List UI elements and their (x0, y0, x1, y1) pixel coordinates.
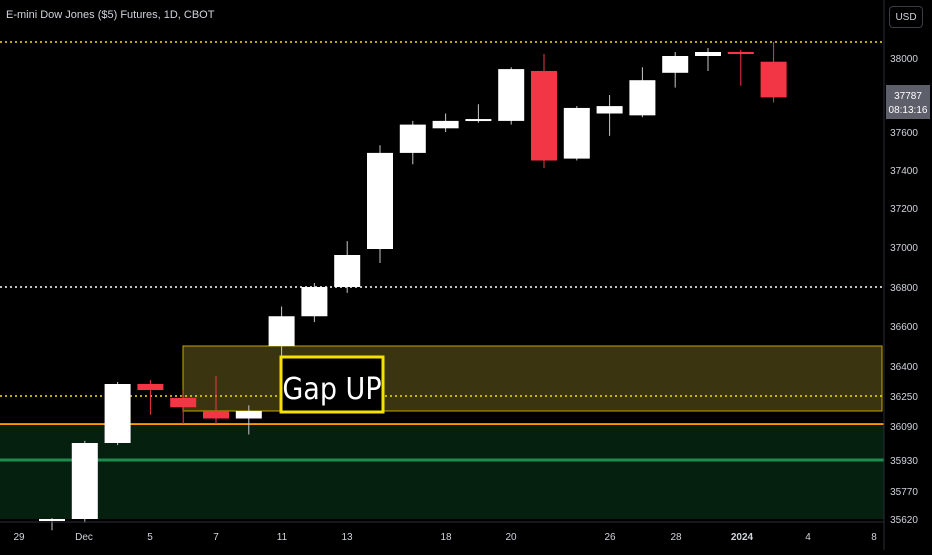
chart-title: E-mini Dow Jones ($5) Futures, 1D, CBOT (6, 9, 215, 21)
candle-body-12 (432, 120, 459, 129)
candle-15 (531, 54, 557, 169)
candle-19 (662, 52, 689, 88)
last-price-background (886, 85, 930, 119)
candle-body-14 (498, 69, 525, 121)
price-tick-37000: 37000 (890, 243, 918, 254)
time-tick-Dec: Dec (75, 532, 93, 543)
candle-22 (760, 42, 787, 103)
candle-body-2 (104, 384, 131, 443)
price-tick-36400: 36400 (890, 362, 918, 373)
candle-body-8 (301, 287, 328, 317)
candle-body-3 (137, 384, 164, 390)
candle-4 (170, 390, 197, 425)
gap-up-label: Gap UP (282, 372, 381, 407)
candle-6 (235, 405, 262, 435)
candle-12 (432, 113, 459, 132)
candle-body-15 (531, 70, 557, 161)
price-tick-36250: 36250 (890, 392, 918, 403)
time-axis[interactable]: 29 Dec 5 7 11 13 18 20 26 28 2024 4 8 (13, 532, 877, 543)
support-zone (0, 426, 884, 519)
candle-body-22 (760, 61, 787, 98)
candle-21 (727, 50, 754, 86)
time-tick-5: 5 (147, 532, 153, 543)
time-tick-8: 8 (871, 532, 877, 543)
candle-body-1 (71, 443, 98, 519)
candle-9 (334, 241, 361, 293)
candle-17 (596, 95, 623, 136)
candle-16 (563, 106, 590, 161)
candles-layer (39, 42, 787, 531)
candle-14 (498, 67, 525, 125)
candle-20 (695, 48, 721, 71)
candle-body-13 (465, 119, 492, 122)
time-tick-4: 4 (805, 532, 811, 543)
price-tick-35620: 35620 (890, 515, 918, 526)
candle-body-9 (334, 255, 361, 287)
candle-10 (367, 145, 393, 263)
time-tick-2024: 2024 (731, 532, 754, 543)
candle-body-6 (235, 411, 262, 419)
candle-body-21 (727, 52, 754, 54)
time-tick-11: 11 (277, 532, 288, 543)
candle-body-7 (268, 316, 295, 346)
candle-2 (104, 382, 131, 446)
candle-body-5 (203, 411, 229, 419)
candle-body-18 (629, 80, 656, 116)
price-tick-35770: 35770 (890, 487, 918, 498)
time-tick-18: 18 (440, 532, 452, 543)
time-tick-26: 26 (604, 532, 616, 543)
price-tick-37200: 37200 (890, 204, 918, 215)
last-price-value: 37787 (894, 91, 922, 102)
candle-8 (301, 283, 328, 323)
candle-7 (268, 306, 295, 376)
levels-layer (0, 41, 884, 462)
candle-5 (203, 376, 229, 425)
candle-body-10 (367, 152, 393, 249)
candle-0 (39, 518, 65, 531)
annotation-layer: Gap UP (279, 355, 385, 414)
bar-countdown: 08:13:16 (889, 105, 928, 116)
candle-body-20 (695, 52, 721, 56)
price-axis[interactable]: 3800037800376003740037200370003680036600… (890, 54, 918, 526)
candle-11 (399, 120, 426, 165)
time-tick-7: 7 (213, 532, 219, 543)
price-tick-35930: 35930 (890, 456, 918, 467)
price-tick-38000: 38000 (890, 54, 918, 65)
candle-13 (465, 104, 492, 123)
time-tick-20: 20 (505, 532, 517, 543)
price-tick-36600: 36600 (890, 322, 918, 333)
time-tick-29: 29 (13, 532, 25, 543)
price-tick-36090: 36090 (890, 422, 918, 433)
price-tick-37600: 37600 (890, 128, 918, 139)
gap-up-label-box (279, 355, 385, 414)
candle-body-16 (563, 107, 590, 159)
candle-body-17 (596, 106, 623, 114)
candle-18 (629, 67, 656, 118)
annotation-0: Gap UP (279, 355, 385, 414)
price-tick-36800: 36800 (890, 283, 918, 294)
currency-button[interactable]: USD (889, 6, 923, 28)
time-tick-13: 13 (341, 532, 353, 543)
price-tick-37400: 37400 (890, 166, 918, 177)
candle-body-0 (39, 519, 65, 521)
candle-3 (137, 380, 164, 415)
time-tick-28: 28 (670, 532, 682, 543)
candle-body-11 (399, 124, 426, 153)
candle-body-4 (170, 397, 197, 408)
last-price-label: 37787 08:13:16 (886, 85, 930, 119)
candle-body-19 (662, 56, 689, 73)
candle-1 (71, 440, 98, 523)
last-price-tag: 37787 08:13:16 (886, 85, 930, 119)
